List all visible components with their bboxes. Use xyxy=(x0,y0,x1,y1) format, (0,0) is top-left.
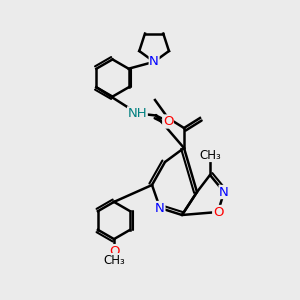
Text: CH₃: CH₃ xyxy=(199,148,221,161)
Text: O: O xyxy=(213,206,223,218)
Text: CH₃: CH₃ xyxy=(103,254,125,267)
Text: O: O xyxy=(109,244,119,258)
Text: N: N xyxy=(219,185,229,199)
Text: N: N xyxy=(149,55,159,68)
Text: O: O xyxy=(163,115,173,128)
Text: NH: NH xyxy=(128,107,147,120)
Text: N: N xyxy=(155,202,165,214)
